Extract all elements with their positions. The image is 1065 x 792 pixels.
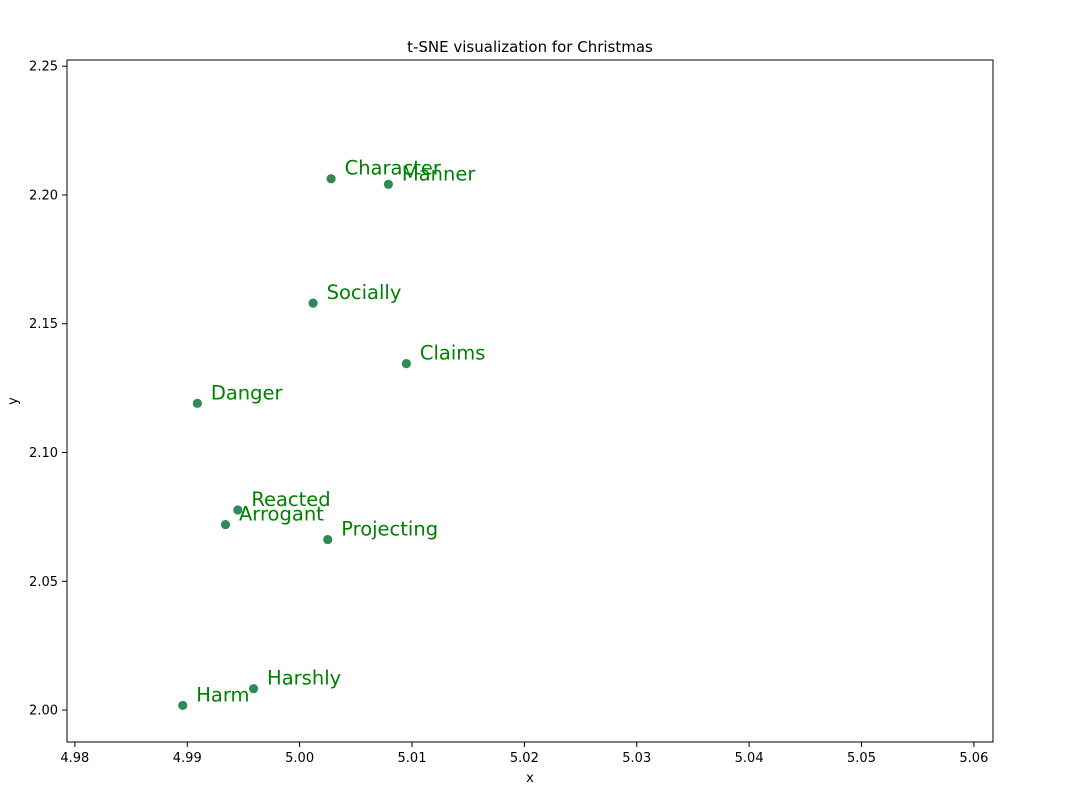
x-tick-label: 4.98 xyxy=(60,751,89,766)
point-label: Reacted xyxy=(251,488,330,511)
y-tick-label: 2.20 xyxy=(29,188,58,203)
x-tick-label: 5.05 xyxy=(847,751,876,766)
chart-title: t-SNE visualization for Christmas xyxy=(407,38,653,56)
y-tick-label: 2.10 xyxy=(29,446,58,461)
data-point xyxy=(308,298,318,308)
data-point xyxy=(326,174,336,184)
point-label: Claims xyxy=(420,342,486,365)
data-point xyxy=(323,534,333,545)
point-label: Danger xyxy=(211,381,284,404)
data-point xyxy=(220,520,231,530)
x-tick-label: 5.01 xyxy=(398,751,427,766)
data-point xyxy=(383,179,394,189)
point-label: Arrogant xyxy=(239,503,324,526)
y-tick-label: 2.15 xyxy=(29,317,58,332)
data-point xyxy=(248,684,259,694)
x-tick-label: 5.00 xyxy=(285,751,314,766)
y-axis-label: y xyxy=(6,397,21,405)
x-axis-label: x xyxy=(526,771,534,786)
data-point xyxy=(178,700,188,711)
point-label: Character xyxy=(345,157,442,180)
x-tick-label: 5.03 xyxy=(622,751,651,766)
x-tick-label: 5.02 xyxy=(510,751,539,766)
point-label: Harshly xyxy=(267,667,341,690)
x-tick-label: 4.99 xyxy=(173,751,202,766)
data-point xyxy=(401,359,411,369)
point-label: Manner xyxy=(402,162,476,185)
x-tick-label: 5.04 xyxy=(735,751,764,766)
x-tick-label: 5.06 xyxy=(959,751,988,766)
y-tick-label: 2.00 xyxy=(29,704,58,719)
y-tick-label: 2.05 xyxy=(29,575,58,590)
axes: 4.98 4.99 5.00 5.01 5.02 5.03 5.04 5.05 5.06 2.00… xyxy=(29,59,994,766)
point-label: Socially xyxy=(327,281,402,304)
point-label: Projecting xyxy=(341,518,438,541)
data-point xyxy=(192,398,202,408)
point-label: Harm xyxy=(196,683,249,706)
data-point xyxy=(233,505,243,515)
y-tick-label: 2.25 xyxy=(29,60,58,75)
plot-frame xyxy=(66,59,994,743)
